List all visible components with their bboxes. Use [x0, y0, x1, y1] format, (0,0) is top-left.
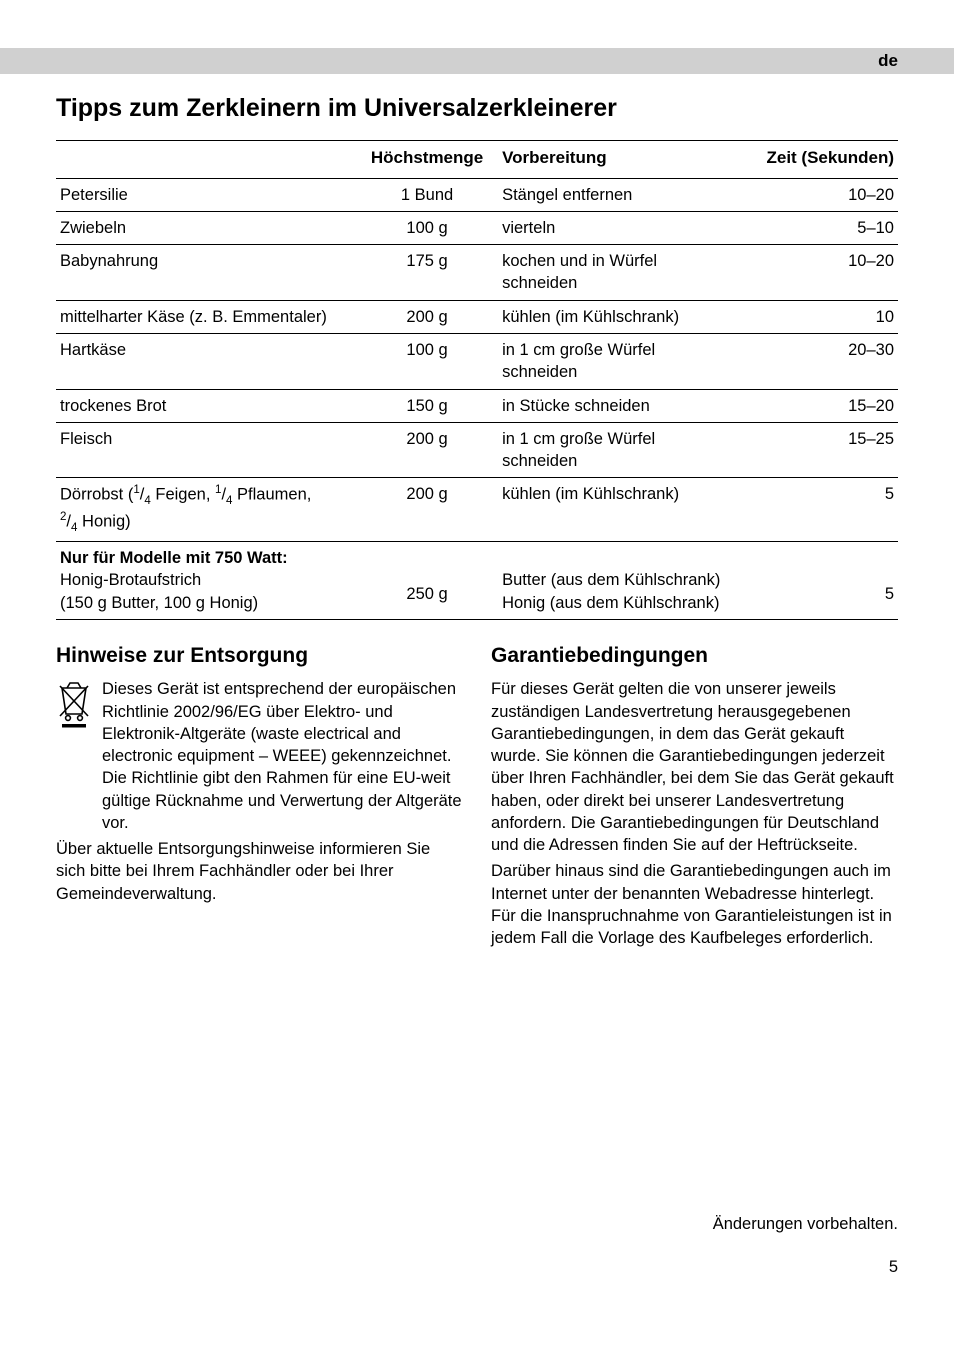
warranty-p1: Für dieses Gerät gelten die von unserer …: [491, 678, 898, 856]
cell-menge: 100 g: [356, 334, 498, 390]
th-zeit: Zeit (Sekunden): [738, 140, 898, 178]
cell-item: trockenes Brot: [56, 389, 356, 422]
th-menge: Höchstmenge: [356, 140, 498, 178]
cell-prep: kochen und in Würfel schneiden: [498, 245, 738, 301]
cell-menge: 150 g: [356, 389, 498, 422]
cell-prep: vierteln: [498, 211, 738, 244]
warranty-p2: Darüber hinaus sind die Garantiebedingun…: [491, 860, 898, 949]
cell-prep: Stängel entfernen: [498, 178, 738, 211]
cell-menge: 100 g: [356, 211, 498, 244]
cell-item: Hartkäse: [56, 334, 356, 390]
table-row: Babynahrung175 gkochen und in Würfel sch…: [56, 245, 898, 301]
cell-menge: 1 Bund: [356, 178, 498, 211]
weee-icon: [56, 680, 92, 838]
table-row: Nur für Modelle mit 750 Watt:Honig-Brota…: [56, 542, 898, 620]
cell-item: Fleisch: [56, 422, 356, 478]
chopping-table: Höchstmenge Vorbereitung Zeit (Sekunden)…: [56, 140, 898, 620]
disposal-p1: Dieses Gerät ist entsprechend der europä…: [102, 678, 463, 834]
disposal-section: Hinweise zur Entsorgung Dieses Gerät ist…: [56, 642, 463, 954]
cell-prep: Butter (aus dem Kühlschrank) Honig (aus …: [498, 542, 738, 620]
th-item: [56, 140, 356, 178]
cell-zeit: 15–20: [738, 389, 898, 422]
footer-note: Änderungen vorbehalten.: [56, 1213, 898, 1235]
page-heading: Tipps zum Zerkleinern im Universalzerkle…: [56, 92, 898, 126]
cell-prep: in 1 cm große Würfel schneiden: [498, 422, 738, 478]
warranty-section: Garantiebedingungen Für dieses Gerät gel…: [491, 642, 898, 954]
cell-item: Petersilie: [56, 178, 356, 211]
header-bar: de: [0, 48, 954, 74]
cell-item: Dörrobst (1/4 Feigen, 1/4 Pflaumen, 2/4 …: [56, 478, 356, 542]
disposal-p2: Über aktuelle Entsorgungshinweise infor­…: [56, 838, 463, 905]
cell-zeit: 5: [738, 478, 898, 542]
warranty-title: Garantiebedingungen: [491, 642, 898, 670]
cell-item: Babynahrung: [56, 245, 356, 301]
table-row: Hartkäse100 gin 1 cm große Würfel schnei…: [56, 334, 898, 390]
cell-zeit: 15–25: [738, 422, 898, 478]
cell-zeit: 20–30: [738, 334, 898, 390]
cell-prep: kühlen (im Kühlschrank): [498, 300, 738, 333]
cell-item: mittelharter Käse (z. B. Emmentaler): [56, 300, 356, 333]
cell-prep: in 1 cm große Würfel schneiden: [498, 334, 738, 390]
cell-prep: in Stücke schneiden: [498, 389, 738, 422]
cell-menge: 200 g: [356, 300, 498, 333]
cell-menge: 200 g: [356, 422, 498, 478]
table-row: Dörrobst (1/4 Feigen, 1/4 Pflaumen, 2/4 …: [56, 478, 898, 542]
cell-item: Nur für Modelle mit 750 Watt:Honig-Brota…: [56, 542, 356, 620]
table-row: Zwiebeln100 gvierteln5–10: [56, 211, 898, 244]
cell-zeit: 5–10: [738, 211, 898, 244]
table-row: mittelharter Käse (z. B. Emmentaler)200 …: [56, 300, 898, 333]
cell-zeit: 10–20: [738, 245, 898, 301]
cell-menge: 175 g: [356, 245, 498, 301]
page-number: 5: [56, 1256, 898, 1278]
cell-prep: kühlen (im Kühlschrank): [498, 478, 738, 542]
cell-menge: 200 g: [356, 478, 498, 542]
cell-zeit: 10: [738, 300, 898, 333]
table-row: Fleisch200 gin 1 cm große Würfel schneid…: [56, 422, 898, 478]
cell-menge: 250 g: [356, 542, 498, 620]
cell-zeit: 10–20: [738, 178, 898, 211]
cell-item: Zwiebeln: [56, 211, 356, 244]
table-row: trockenes Brot150 gin Stücke schneiden15…: [56, 389, 898, 422]
table-row: Petersilie1 BundStängel entfernen10–20: [56, 178, 898, 211]
disposal-title: Hinweise zur Entsorgung: [56, 642, 463, 670]
th-prep: Vorbereitung: [498, 140, 738, 178]
cell-zeit: 5: [738, 542, 898, 620]
lang-label: de: [878, 50, 898, 73]
